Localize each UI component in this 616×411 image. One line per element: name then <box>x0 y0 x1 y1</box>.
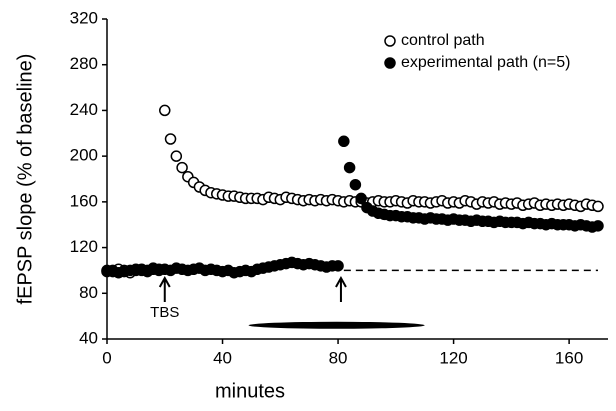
data-point <box>338 135 350 148</box>
legend-marker <box>384 35 396 47</box>
arrow-label: TBS <box>150 304 179 321</box>
y-tick-label: 200 <box>70 146 98 165</box>
y-tick-label: 40 <box>79 328 98 347</box>
y-tick-label: 320 <box>70 8 98 27</box>
legend-label: experimental path (n=5) <box>401 54 570 71</box>
x-tick-label: 40 <box>213 348 232 367</box>
legend-marker <box>384 57 396 69</box>
data-point <box>170 150 183 162</box>
data-point <box>592 200 604 213</box>
y-tick-label: 80 <box>79 283 98 302</box>
drug-bar <box>248 321 425 329</box>
y-tick-label: 280 <box>70 54 98 73</box>
arrow <box>158 275 171 302</box>
legend-label: control path <box>401 32 485 49</box>
data-point <box>332 260 344 272</box>
x-tick-label: 0 <box>102 348 111 367</box>
data-point <box>176 161 188 174</box>
y-tick-label: 160 <box>70 191 98 210</box>
data-point <box>343 161 356 174</box>
x-tick-label: 120 <box>439 348 467 367</box>
x-tick-label: 160 <box>555 348 583 367</box>
data-point <box>159 104 171 117</box>
arrow <box>335 275 347 302</box>
data-point <box>349 178 362 191</box>
data-point <box>164 133 177 145</box>
y-tick-label: 240 <box>70 100 98 119</box>
x-axis-title: minutes <box>215 380 285 402</box>
x-tick-label: 80 <box>329 348 348 367</box>
y-axis-title: fEPSP slope (% of baseline) <box>14 54 36 305</box>
data-point <box>355 192 367 205</box>
data-point <box>592 220 604 232</box>
y-tick-label: 120 <box>70 237 98 256</box>
